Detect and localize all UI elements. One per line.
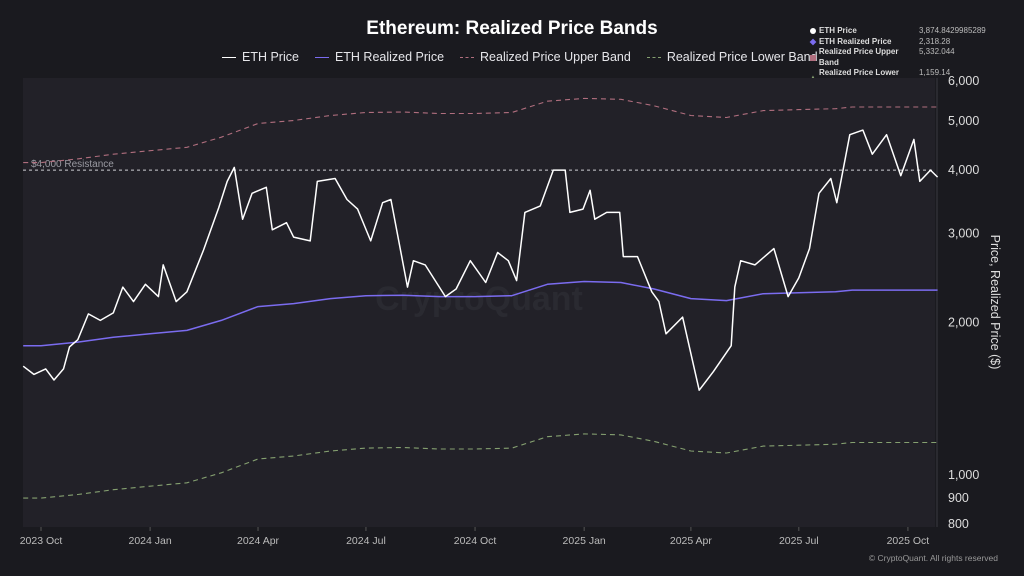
tooltip-row: ETH Price 3,874.8429985289 (810, 26, 986, 37)
x-tick-label: 2025 Jan (563, 535, 606, 547)
circle-icon (810, 28, 816, 35)
x-tick-label: 2025 Oct (887, 535, 930, 547)
legend-label: Realized Price Lower Band (666, 50, 818, 64)
legend-swatch (460, 56, 475, 58)
x-tick-label: 2024 Jul (346, 535, 386, 547)
y-tick-label: 5,000 (948, 114, 979, 128)
x-tick-label: 2023 Oct (20, 535, 63, 547)
legend-item-upper-band[interactable]: Realized Price Upper Band (460, 50, 631, 64)
y-axis-label: Price, Realized Price ($) (988, 235, 1002, 370)
legend-item-realized-price[interactable]: ETH Realized Price (314, 50, 445, 64)
x-tick-label: 2025 Jul (779, 535, 819, 547)
y-tick-label: 800 (948, 517, 969, 531)
y-tick-label: 900 (948, 491, 969, 505)
plot-area (23, 78, 935, 527)
series-line-realized-price-lower-band (23, 433, 938, 499)
tooltip-row: ETH Realized Price 2,318.28 (809, 37, 986, 48)
series-line-realized-price-upper-band (23, 97, 938, 164)
legend-item-eth-price[interactable]: ETH Price (222, 50, 299, 64)
x-tick-label: 2024 Oct (454, 535, 497, 547)
y-tick-label: 4,000 (948, 163, 979, 177)
y-tick-label: 3,000 (948, 226, 979, 240)
resistance-label: $4,000 Resistance (31, 159, 114, 170)
x-tick-label: 2024 Jan (128, 535, 171, 547)
x-tick-label: 2025 Apr (670, 535, 713, 547)
legend-item-lower-band[interactable]: Realized Price Lower Band (646, 50, 818, 64)
legend-swatch (222, 56, 236, 58)
watermark: CryptoQuant (375, 280, 583, 318)
y-tick-label: 1,000 (948, 468, 979, 482)
legend-label: ETH Realized Price (334, 50, 445, 64)
tooltip-row: Realized Price Upper Band 5,332.044 (810, 47, 986, 68)
y-tick-label: 2,000 (948, 316, 979, 330)
copyright: © CryptoQuant. All rights reserved (868, 553, 998, 563)
x-tick-label: 2024 Apr (237, 535, 280, 547)
legend-swatch (314, 56, 329, 58)
legend: ETH Price ETH Realized Price Realized Pr… (222, 50, 818, 64)
legend-swatch (646, 56, 661, 58)
series-line-eth-price (22, 129, 939, 391)
series-line-eth-realized-price (23, 280, 938, 347)
legend-label: ETH Price (242, 50, 299, 64)
legend-label: Realized Price Upper Band (480, 50, 631, 64)
square-icon (810, 54, 816, 61)
chart-title: Ethereum: Realized Price Bands (366, 18, 658, 39)
y-tick-label: 6,000 (948, 74, 979, 88)
